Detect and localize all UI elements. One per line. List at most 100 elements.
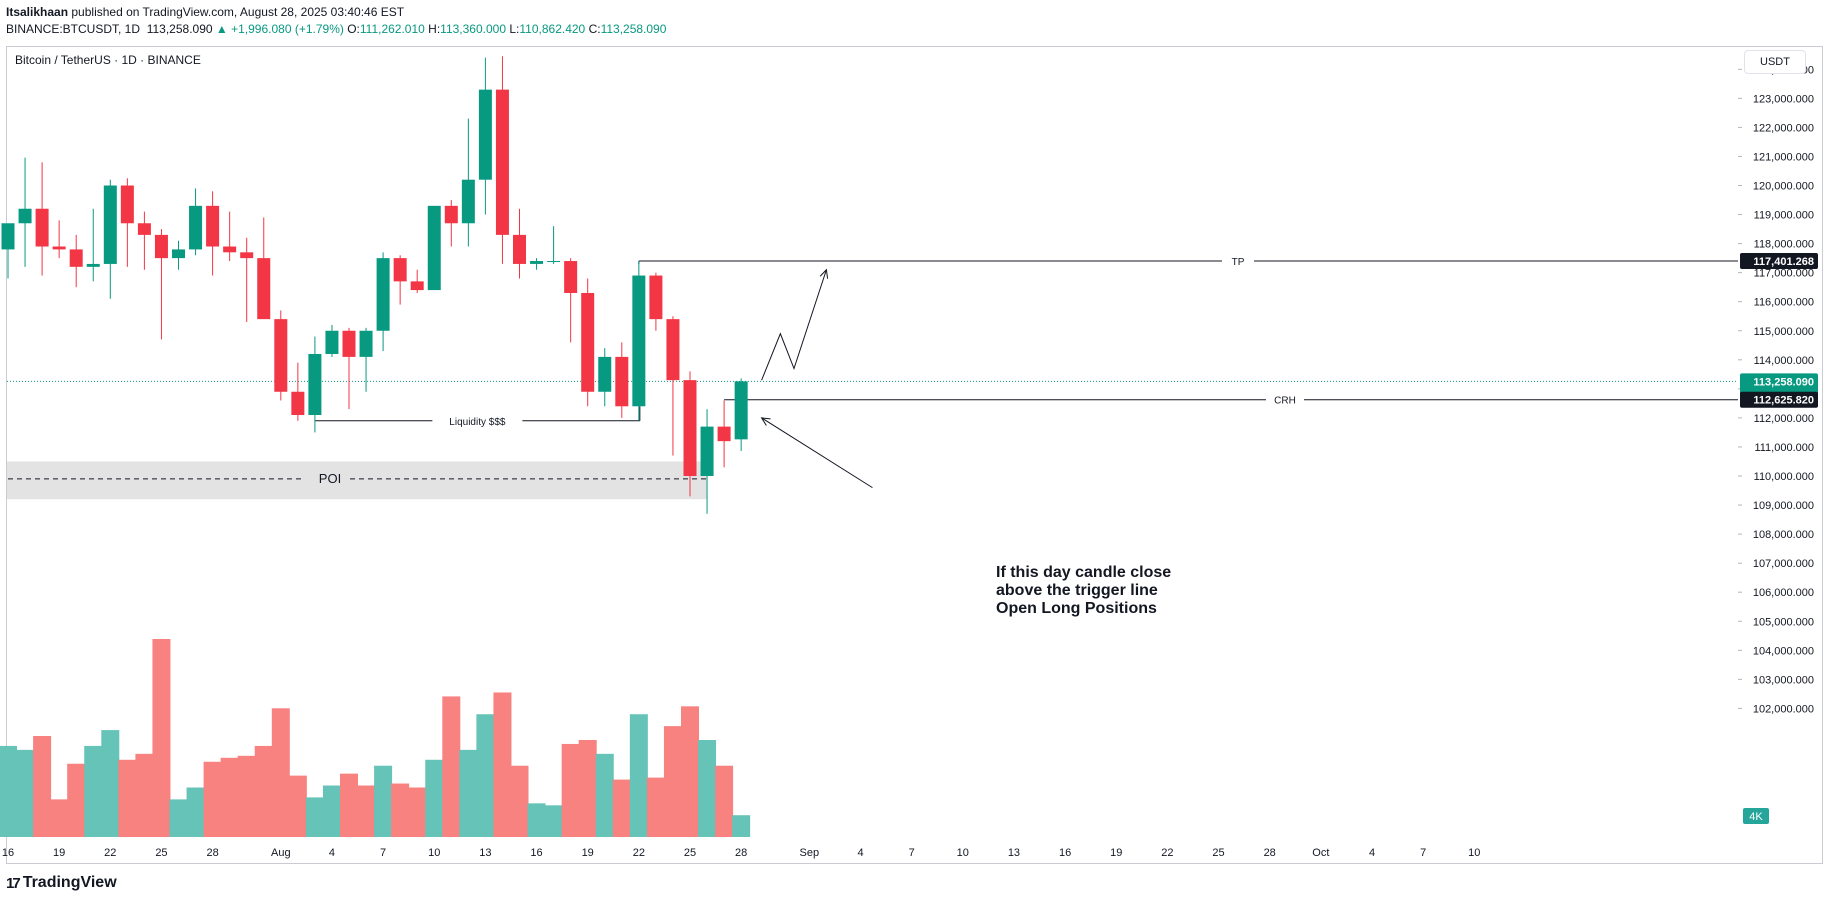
x-tick-label-26: 4 <box>1369 847 1375 859</box>
close-value: 113,258.090 <box>600 22 667 36</box>
candle-body-27[interactable] <box>461 179 475 224</box>
candle-body-32[interactable] <box>547 261 561 263</box>
y-tick-label-13: 115,000.000 <box>1754 326 1814 338</box>
candle-body-40[interactable] <box>683 380 697 476</box>
x-tick-label-20: 16 <box>1059 847 1071 859</box>
candle-body-3[interactable] <box>52 246 66 250</box>
volume-bar-22 <box>374 765 393 837</box>
x-tick-label-8: 10 <box>428 847 440 859</box>
note-text-line-1: above the trigger line <box>996 582 1158 599</box>
candle-body-11[interactable] <box>189 205 203 250</box>
x-tick-label-23: 25 <box>1212 847 1224 859</box>
low-value: 110,862.420 <box>519 22 586 36</box>
x-tick-label-1: 19 <box>53 847 65 859</box>
candle-body-31[interactable] <box>530 261 544 264</box>
candle-body-14[interactable] <box>240 252 254 259</box>
candle-body-15[interactable] <box>257 258 271 320</box>
candle-body-10[interactable] <box>172 249 185 259</box>
liquidity-label-bg <box>432 413 523 428</box>
candle-body-5[interactable] <box>86 263 100 267</box>
candle-body-13[interactable] <box>223 246 237 253</box>
x-tick-label-7: 7 <box>380 847 386 859</box>
currency-button[interactable]: USDT <box>1744 50 1806 74</box>
volume-bar-8 <box>135 753 154 837</box>
crh-price-label: 112,625.820 <box>1753 395 1814 407</box>
y-tick-label-5: 107,000.000 <box>1753 558 1814 570</box>
x-tick-label-12: 22 <box>633 847 645 859</box>
candle-body-37[interactable] <box>632 275 646 407</box>
candle-body-39[interactable] <box>666 319 680 381</box>
candle-body-21[interactable] <box>359 330 373 357</box>
volume-bar-42 <box>715 765 734 837</box>
candle-body-22[interactable] <box>376 258 390 331</box>
volume-bar-17 <box>288 775 307 837</box>
candle-body-16[interactable] <box>274 319 288 392</box>
candle-body-26[interactable] <box>444 205 458 224</box>
volume-bar-41 <box>698 739 717 837</box>
high-value: 113,360.000 <box>440 22 507 36</box>
candle-body-30[interactable] <box>513 234 526 264</box>
candle-body-8[interactable] <box>137 223 151 235</box>
y-tick-label-2: 104,000.000 <box>1753 645 1814 657</box>
candle-body-33[interactable] <box>564 261 578 293</box>
volume-bar-27 <box>459 749 478 837</box>
crh-label: CRH <box>1274 396 1296 407</box>
candle-body-19[interactable] <box>325 330 339 354</box>
volume-bar-43 <box>732 815 751 837</box>
volume-bar-21 <box>357 785 376 837</box>
candle-body-9[interactable] <box>154 234 168 259</box>
candle-body-17[interactable] <box>291 391 305 415</box>
candle-body-12[interactable] <box>206 205 220 247</box>
candle-body-34[interactable] <box>581 292 595 392</box>
publish-header: Itsalikhaan published on TradingView.com… <box>6 4 666 38</box>
publisher-name[interactable]: Itsalikhaan <box>6 5 69 19</box>
volume-badge: 4K <box>1749 811 1763 823</box>
volume-bar-5 <box>84 745 103 837</box>
projection-arrowhead <box>819 268 829 279</box>
candle-body-24[interactable] <box>410 281 424 291</box>
note-text-line-2: Open Long Positions <box>996 600 1157 617</box>
candle-body-28[interactable] <box>478 89 492 180</box>
candle-body-0[interactable] <box>1 223 15 250</box>
close-label: C: <box>588 22 601 36</box>
candle-body-6[interactable] <box>103 185 117 264</box>
poi-zone <box>7 461 708 500</box>
candle-body-23[interactable] <box>393 258 407 282</box>
crh-price-label-bg <box>1740 391 1818 408</box>
y-tick-label-14: 116,000.000 <box>1754 297 1814 309</box>
y-tick-label-10: 112,000.000 <box>1754 413 1814 425</box>
candle-body-35[interactable] <box>598 356 612 392</box>
volume-bar-11 <box>186 787 205 837</box>
projection-path[interactable] <box>761 269 827 381</box>
candle-body-20[interactable] <box>342 330 356 357</box>
candle-body-36[interactable] <box>615 356 629 407</box>
y-tick-label-18: 120,000.000 <box>1753 181 1814 193</box>
volume-bar-1 <box>16 749 35 837</box>
candle-body-4[interactable] <box>69 249 83 267</box>
y-tick-label-6: 108,000.000 <box>1753 529 1814 541</box>
candle-body-29[interactable] <box>495 89 509 235</box>
candle-body-1[interactable] <box>18 208 32 224</box>
x-tick-label-17: 7 <box>909 847 915 859</box>
x-tick-label-10: 16 <box>530 847 542 859</box>
volume-bar-9 <box>152 639 171 837</box>
volume-bar-19 <box>322 785 341 837</box>
tradingview-footer[interactable]: 17 TradingView <box>6 874 117 892</box>
tp-price-label: 117,401.268 <box>1753 256 1814 268</box>
candle-body-43[interactable] <box>734 381 748 440</box>
x-tick-label-27: 7 <box>1420 847 1426 859</box>
candle-body-7[interactable] <box>120 185 134 224</box>
candle-body-38[interactable] <box>649 275 663 320</box>
candle-body-18[interactable] <box>308 353 322 415</box>
volume-bar-15 <box>254 745 273 837</box>
volume-bar-14 <box>237 755 256 837</box>
symbol-label: BINANCE:BTCUSDT, 1D <box>6 22 141 36</box>
note-arrow-line[interactable] <box>761 417 873 489</box>
candle-body-42[interactable] <box>717 426 731 442</box>
y-tick-label-1: 103,000.000 <box>1753 674 1814 686</box>
candle-body-25[interactable] <box>427 205 441 291</box>
candle-body-41[interactable] <box>700 426 714 476</box>
candle-body-2[interactable] <box>35 208 49 247</box>
x-tick-label-22: 22 <box>1161 847 1173 859</box>
